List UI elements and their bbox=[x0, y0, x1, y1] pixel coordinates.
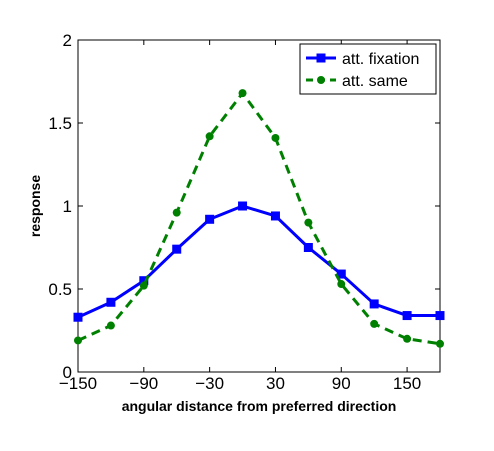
data-point-square bbox=[238, 201, 248, 211]
y-tick-label: 0.5 bbox=[48, 280, 72, 299]
x-tick-label: 30 bbox=[266, 374, 285, 393]
data-point-circle bbox=[403, 334, 412, 343]
x-tick-label: −30 bbox=[195, 374, 224, 393]
data-point-circle bbox=[205, 132, 214, 141]
data-point-square bbox=[139, 276, 149, 286]
data-point-square bbox=[369, 299, 379, 309]
x-tick-label: 90 bbox=[332, 374, 351, 393]
y-tick-label: 2 bbox=[63, 31, 72, 50]
data-point-circle bbox=[337, 280, 346, 289]
data-point-circle bbox=[271, 133, 280, 142]
legend-label-1: att. fixation bbox=[342, 51, 419, 68]
legend-label-2: att. same bbox=[342, 73, 408, 90]
x-tick-label: −150 bbox=[59, 374, 97, 393]
data-point-circle bbox=[370, 319, 379, 328]
x-tick-label: 150 bbox=[393, 374, 421, 393]
legend-marker-square bbox=[316, 53, 326, 63]
data-point-square bbox=[172, 244, 182, 254]
data-point-square bbox=[205, 214, 215, 224]
y-tick-label: 0 bbox=[63, 363, 72, 382]
x-axis-label: angular distance from preferred directio… bbox=[122, 398, 397, 414]
data-point-circle bbox=[238, 89, 247, 98]
data-point-circle bbox=[304, 218, 313, 227]
data-point-square bbox=[336, 269, 346, 279]
data-point-circle bbox=[172, 208, 181, 217]
y-axis-label: response bbox=[27, 175, 43, 237]
y-tick-label: 1.5 bbox=[48, 114, 72, 133]
series-line-1 bbox=[77, 204, 440, 319]
data-point-square bbox=[106, 297, 116, 307]
data-point-square bbox=[270, 211, 280, 221]
data-point-circle bbox=[106, 321, 115, 330]
plot-area: −150 −90 −30 30 90 150 0 0.5 1 1.5 2 bbox=[48, 31, 445, 393]
legend-marker-circle bbox=[317, 76, 325, 84]
data-point-circle bbox=[139, 281, 148, 290]
data-point-square bbox=[402, 311, 412, 321]
x-tick-label: −90 bbox=[129, 374, 158, 393]
legend: att. fixation att. same bbox=[299, 43, 437, 95]
legend-box bbox=[299, 43, 437, 95]
series-line-2 bbox=[77, 91, 441, 346]
y-tick-label: 1 bbox=[63, 197, 72, 216]
data-point-square bbox=[303, 243, 313, 252]
data-point-square bbox=[73, 312, 83, 322]
data-point-circle bbox=[436, 339, 444, 348]
data-point-square bbox=[435, 311, 445, 321]
data-point-circle bbox=[74, 336, 82, 345]
